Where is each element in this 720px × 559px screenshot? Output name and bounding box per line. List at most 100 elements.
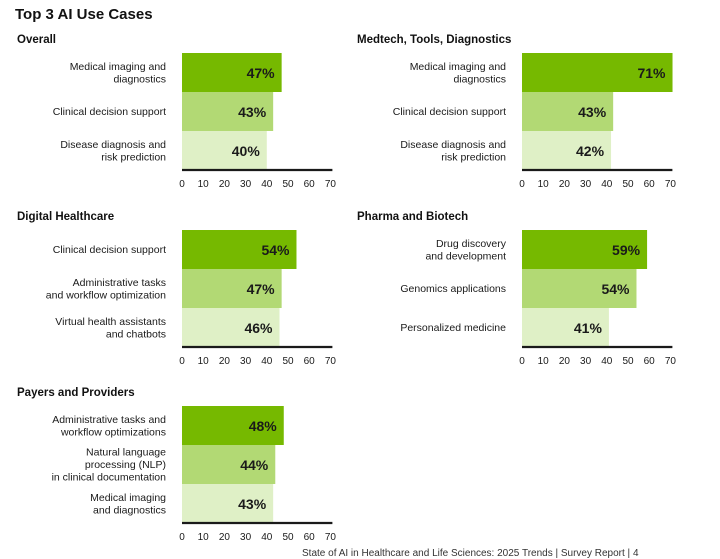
- bar: [522, 269, 637, 308]
- category-label-line: Medical imaging and: [70, 61, 166, 73]
- category-label: Natural language processing (NLP) in clini…: [52, 447, 167, 484]
- category-label-line: Drug discovery: [436, 238, 507, 250]
- data-label: 40%: [232, 143, 261, 159]
- category-label: Medical imaging and diagnostics: [90, 492, 166, 517]
- bar: [182, 308, 280, 347]
- chart-panel-overall: Overall 47% Medical imaging and diagnostic…: [15, 34, 355, 204]
- data-label: 41%: [574, 320, 603, 336]
- chart-panel-digital-healthcare: Digital Healthcare 54% Clinical decision …: [15, 211, 355, 381]
- data-label: 71%: [637, 65, 666, 81]
- data-label: 43%: [578, 104, 607, 120]
- x-tick-label: 30: [240, 179, 252, 190]
- category-label: Administrative tasks and workflow optimiz…: [46, 277, 166, 302]
- x-tick-label: 60: [644, 179, 656, 190]
- bar: [522, 92, 614, 131]
- x-tick-label: 50: [622, 356, 634, 367]
- chart-title: Pharma and Biotech: [357, 211, 469, 223]
- chart-panel-pharma: Pharma and Biotech 59% Drug discovery and …: [355, 211, 695, 381]
- x-tick-label: 10: [198, 179, 210, 190]
- bar: [182, 406, 284, 445]
- category-label: Clinical decision support: [393, 106, 506, 118]
- bar: [182, 445, 276, 484]
- chart-panel-payers: Payers and Providers 48% Administrative t…: [15, 387, 355, 557]
- x-tick-label: 70: [665, 356, 677, 367]
- x-tick-label: 20: [219, 179, 231, 190]
- x-tick-label: 40: [261, 179, 273, 190]
- chart-title: Overall: [17, 34, 56, 46]
- bar: [182, 131, 267, 170]
- x-tick-label: 10: [538, 356, 550, 367]
- data-label: 42%: [576, 143, 605, 159]
- category-label-line: and diagnostics: [93, 504, 166, 516]
- x-tick-label: 10: [198, 356, 210, 367]
- chart-title: Medtech, Tools, Diagnostics: [357, 34, 512, 46]
- data-label: 43%: [238, 496, 267, 512]
- data-label: 47%: [247, 65, 276, 81]
- x-tick-label: 30: [580, 356, 592, 367]
- x-tick-label: 70: [325, 179, 337, 190]
- bar: [522, 230, 648, 269]
- category-label-line: Medical imaging and: [410, 61, 506, 73]
- category-label-line: risk prediction: [441, 151, 506, 163]
- chart-panel-medtech: Medtech, Tools, Diagnostics 71% Medical i…: [355, 34, 695, 204]
- category-label-line: and workflow optimization: [46, 289, 166, 301]
- bar-chart-overall: 47% Medical imaging and diagnostics 43% Clin…: [53, 53, 337, 190]
- x-tick-label: 10: [538, 179, 550, 190]
- x-tick-label: 0: [519, 356, 525, 367]
- category-label: Medical imaging and diagnostics: [410, 61, 506, 86]
- bar: [182, 53, 282, 92]
- category-label-line: Administrative tasks and: [52, 414, 166, 426]
- data-label: 54%: [601, 281, 630, 297]
- x-tick-label: 60: [304, 179, 316, 190]
- category-label-line: Clinical decision support: [393, 106, 506, 118]
- x-tick-label: 20: [559, 356, 571, 367]
- category-label-line: Genomics applications: [400, 283, 506, 295]
- category-label-line: Disease diagnosis and: [60, 139, 166, 151]
- x-tick-label: 70: [325, 532, 337, 543]
- category-label: Virtual health assistants and chatbots: [55, 316, 166, 341]
- category-label-line: and chatbots: [106, 328, 166, 340]
- x-tick-label: 0: [179, 179, 185, 190]
- x-tick-label: 60: [644, 356, 656, 367]
- category-label-line: diagnostics: [113, 73, 166, 85]
- category-label: Drug discovery and development: [425, 238, 506, 263]
- x-tick-label: 40: [601, 356, 613, 367]
- category-label: Clinical decision support: [53, 106, 166, 118]
- x-tick-label: 50: [282, 532, 294, 543]
- category-label-line: risk prediction: [101, 151, 166, 163]
- x-tick-label: 0: [519, 179, 525, 190]
- chart-title: Payers and Providers: [17, 387, 135, 399]
- x-tick-label: 40: [261, 532, 273, 543]
- data-label: 43%: [238, 104, 267, 120]
- x-tick-label: 40: [601, 179, 613, 190]
- category-label-line: Disease diagnosis and: [400, 139, 506, 151]
- x-tick-label: 30: [240, 356, 252, 367]
- bar: [522, 53, 673, 92]
- x-tick-label: 50: [282, 179, 294, 190]
- bar: [182, 484, 274, 523]
- category-label: Medical imaging and diagnostics: [70, 61, 166, 86]
- x-tick-label: 30: [580, 179, 592, 190]
- x-tick-label: 60: [304, 356, 316, 367]
- category-label: Disease diagnosis and risk prediction: [60, 139, 166, 164]
- category-label-line: Personalized medicine: [400, 322, 506, 334]
- data-label: 44%: [240, 457, 269, 473]
- data-label: 46%: [244, 320, 273, 336]
- bar-chart-pharma: 59% Drug discovery and development 54% Genom…: [400, 230, 677, 367]
- x-tick-label: 20: [219, 532, 231, 543]
- category-label-line: diagnostics: [453, 73, 506, 85]
- x-tick-label: 40: [261, 356, 273, 367]
- data-label: 59%: [612, 242, 641, 258]
- category-label: Administrative tasks and workflow optimiz…: [52, 414, 166, 439]
- category-label: Disease diagnosis and risk prediction: [400, 139, 506, 164]
- chart-title: Digital Healthcare: [17, 211, 115, 223]
- category-label-line: Clinical decision support: [53, 244, 166, 256]
- category-label-line: Clinical decision support: [53, 106, 166, 118]
- data-label: 47%: [247, 281, 276, 297]
- page-footer: State of AI in Healthcare and Life Scien…: [302, 548, 639, 559]
- category-label-line: Virtual health assistants: [55, 316, 166, 328]
- category-label-line: processing (NLP): [85, 459, 166, 471]
- category-label-line: workflow optimizations: [60, 426, 166, 438]
- x-tick-label: 70: [325, 356, 337, 367]
- bar: [182, 230, 297, 269]
